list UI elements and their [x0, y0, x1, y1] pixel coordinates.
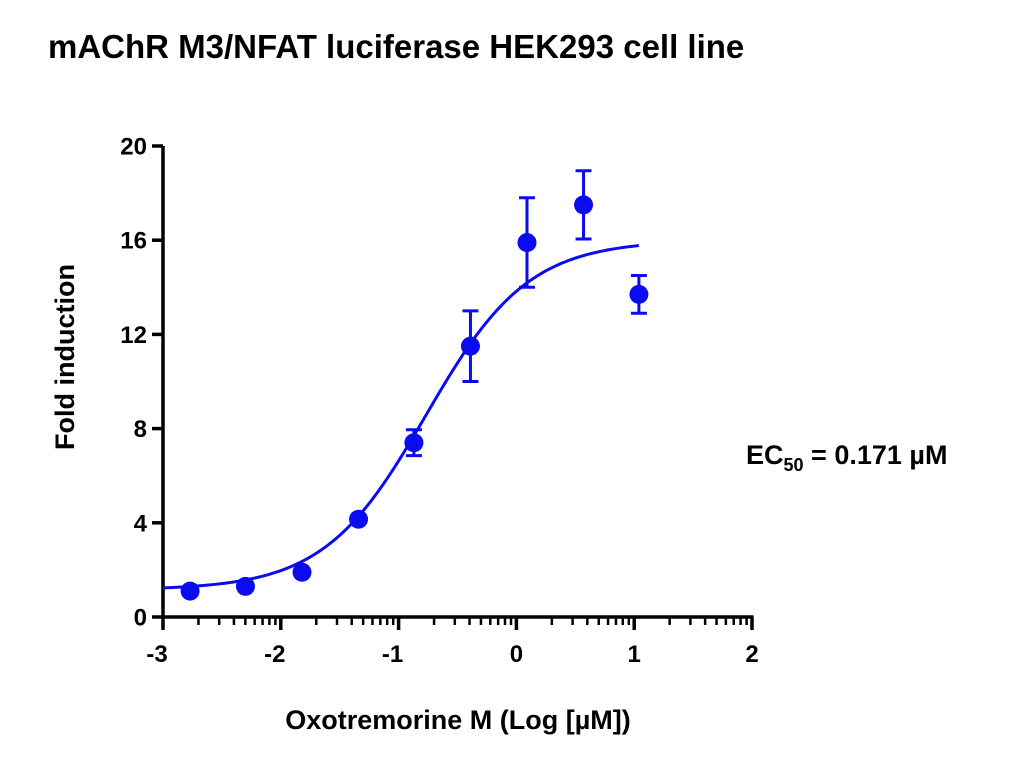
data-point-4 [404, 433, 424, 453]
ec50-label-main: EC [746, 440, 784, 470]
y-tick-label-4: 16 [120, 228, 147, 255]
data-point-5 [460, 336, 480, 356]
y-tick-label-0: 0 [134, 605, 147, 632]
ec50-annotation: EC50 = 0.171 µM [746, 440, 947, 475]
fit-layer [162, 244, 640, 590]
x-tick-label-1: -2 [264, 641, 285, 668]
data-point-8 [629, 284, 649, 304]
y-tick-label-3: 12 [120, 322, 147, 349]
data-point-6 [517, 233, 537, 253]
y-tick-label-2: 8 [134, 416, 147, 443]
x-axis-title: Oxotremorine M (Log [µM]) [285, 705, 631, 735]
y-axis-title: Fold induction [50, 264, 80, 450]
x-tick-label-0: -3 [146, 641, 167, 668]
chart-title: mAChR M3/NFAT luciferase HEK293 cell lin… [48, 28, 745, 65]
ec50-label-sub: 50 [784, 455, 804, 475]
y-tick-label-1: 4 [134, 510, 148, 537]
data-point-0 [180, 581, 200, 601]
data-point-2 [292, 562, 312, 582]
x-tick-label-5: 2 [745, 641, 758, 668]
fit-curve [162, 244, 640, 590]
points-layer [180, 169, 649, 601]
x-tick-label-3: 0 [510, 641, 523, 668]
data-point-1 [235, 576, 255, 596]
ec50-label-value: = 0.171 µM [804, 440, 948, 470]
y-tick-label-5: 20 [120, 134, 147, 161]
x-tick-label-4: 1 [628, 641, 641, 668]
x-tick-label-2: -1 [382, 641, 403, 668]
data-point-7 [574, 195, 594, 215]
data-point-3 [349, 509, 369, 529]
